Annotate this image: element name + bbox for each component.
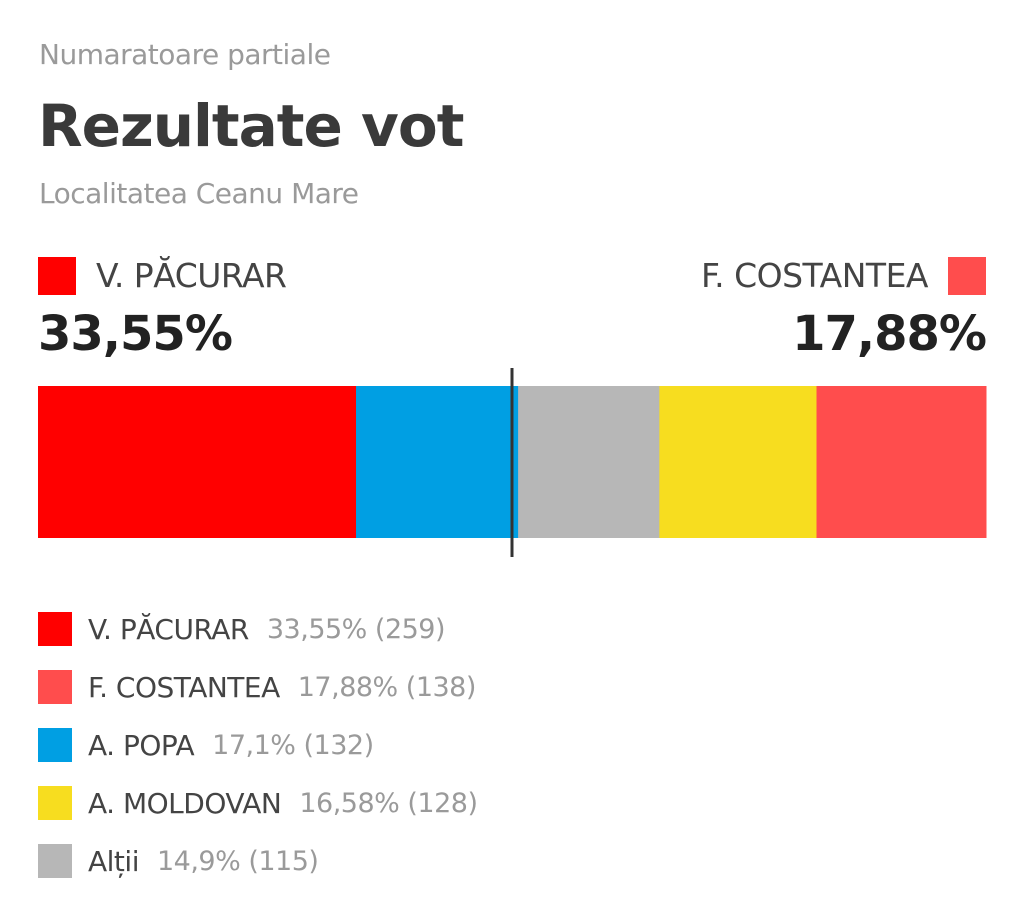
- leader-left-swatch: [38, 256, 76, 295]
- leader-left-percent: 33,55%: [38, 306, 233, 362]
- page-title: Rezultate vot: [38, 92, 464, 160]
- legend-swatch: [38, 612, 72, 646]
- leader-right-name: F. COSTANTEA: [700, 256, 929, 295]
- bar-segment-2: [518, 386, 660, 538]
- legend-name: V. PĂCURAR: [88, 612, 249, 646]
- legend-name: F. COSTANTEA: [88, 670, 280, 704]
- legend-item: V. PĂCURAR 33,55% (259): [38, 600, 477, 658]
- legend-item: F. COSTANTEA 17,88% (138): [38, 658, 477, 716]
- legend-swatch: [38, 670, 72, 704]
- legend-name: A. POPA: [88, 728, 195, 762]
- bar-segment-3: [659, 386, 818, 538]
- legend-value: 17,88% (138): [297, 671, 477, 703]
- legend-swatch: [38, 728, 72, 762]
- leader-left-name: V. PĂCURAR: [96, 256, 287, 295]
- legend-name: Alții: [88, 844, 139, 878]
- leader-right-swatch: [948, 256, 986, 295]
- legend-item: A. POPA 17,1% (132): [38, 716, 477, 774]
- legend-item: A. MOLDOVAN 16,58% (128): [38, 774, 478, 832]
- legend-value: 33,55% (259): [266, 613, 446, 645]
- leader-right: F. COSTANTEA: [701, 256, 986, 295]
- legend-name: A. MOLDOVAN: [88, 786, 282, 820]
- legend: V. PĂCURAR 33,55% (259) F. COSTANTEA 17,…: [38, 600, 478, 890]
- legend-item: Alții 14,9% (115): [38, 832, 477, 890]
- stacked-bar-chart: [38, 368, 987, 557]
- bar-segment-0: [38, 386, 357, 538]
- overline: Numaratoare partiale: [39, 38, 331, 71]
- legend-swatch: [38, 786, 72, 820]
- legend-swatch: [38, 844, 72, 878]
- leader-left: V. PĂCURAR: [38, 256, 287, 295]
- subtitle: Localitatea Ceanu Mare: [39, 177, 359, 210]
- bar-segment-4: [816, 386, 987, 538]
- legend-value: 17,1% (132): [212, 729, 374, 761]
- legend-value: 14,9% (115): [156, 845, 319, 877]
- leader-right-percent: 17,88%: [792, 306, 987, 362]
- legend-value: 16,58% (128): [299, 787, 478, 819]
- bar-segment-1: [356, 386, 519, 538]
